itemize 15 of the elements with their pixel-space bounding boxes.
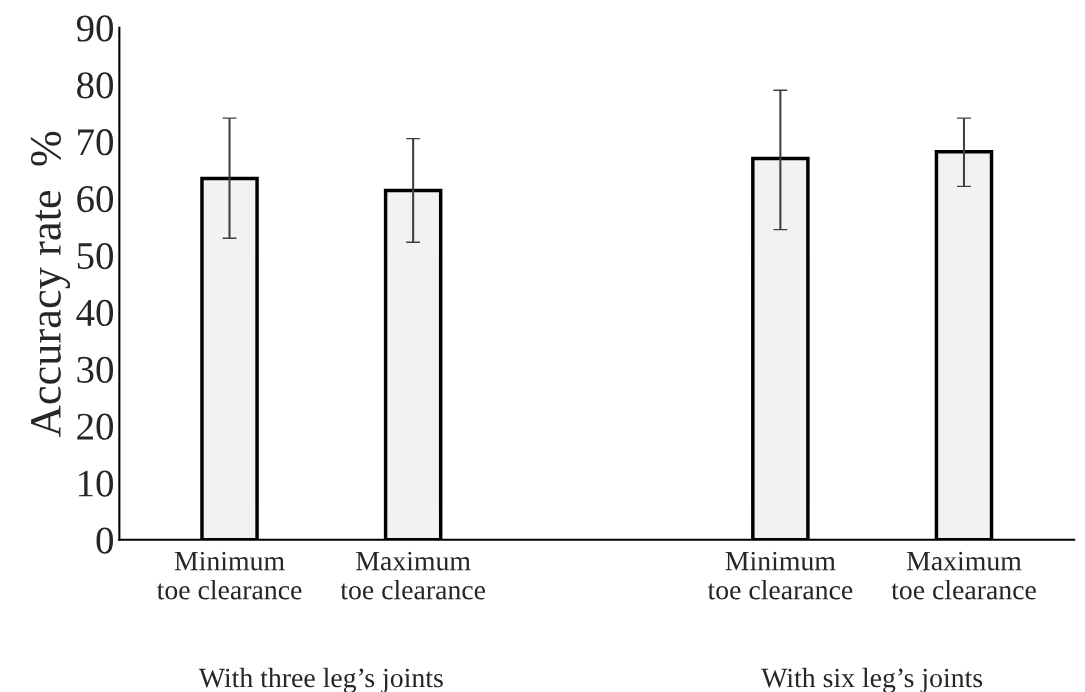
x-tick-label: Minimum toe clearance	[156, 551, 302, 600]
y-tick-label: 80	[77, 72, 114, 99]
y-tick-label: 10	[79, 470, 114, 497]
y-tick-label: 30	[77, 356, 114, 383]
y-tick-label: 0	[96, 527, 114, 554]
x-tick-label: Maximum toe clearance	[891, 551, 1036, 600]
y-tick-label: 60	[77, 186, 114, 213]
y-axis-title: Accuracy rate %	[30, 131, 71, 437]
y-tick-label: 20	[77, 413, 114, 440]
x-tick-label: Minimum toe clearance	[707, 551, 853, 600]
y-tick-label: 90	[76, 15, 114, 42]
y-tick-label: 40	[76, 299, 114, 327]
x-tick-label: Maximum toe clearance	[340, 551, 486, 600]
y-tick-label: 70	[78, 129, 114, 156]
y-tick-label: 50	[77, 242, 114, 270]
